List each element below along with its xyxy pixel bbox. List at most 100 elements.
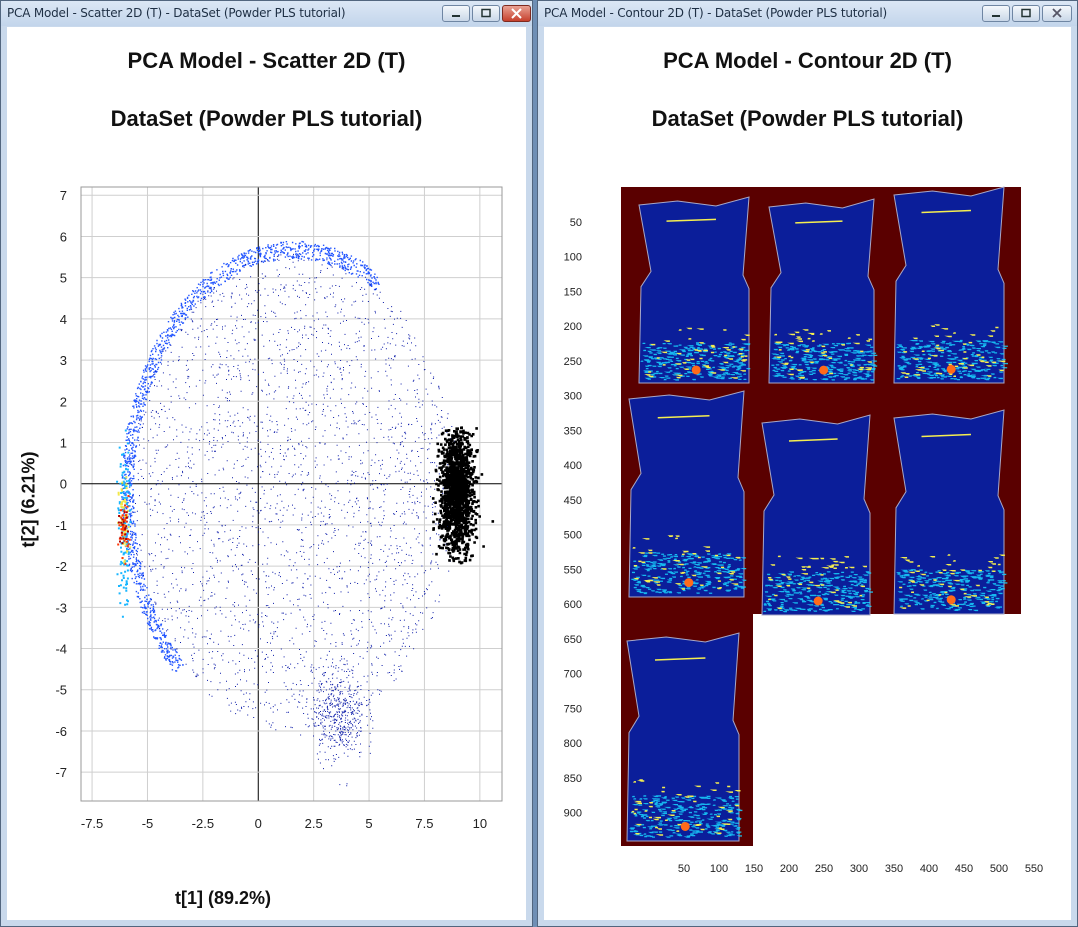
density-hotspot-2 [117,495,131,565]
y-tick-label: -5 [55,683,67,698]
scatter-x-axis-label: t[1] (89.2%) [175,888,272,908]
y-tick-label: 1 [60,435,67,450]
x-tick-label: 150 [745,863,763,875]
contour-titlebar[interactable]: PCA Model - Contour 2D (T) - DataSet (Po… [538,1,1077,26]
close-button[interactable] [502,5,531,22]
maximize-button[interactable] [472,5,500,22]
close-icon [1052,8,1062,18]
selected-cluster-points[interactable] [431,426,495,565]
y-tick-label: 300 [564,391,582,403]
x-tick-label: 350 [885,863,903,875]
x-tick-label: 200 [780,863,798,875]
density-hotspot-3 [117,511,129,545]
scatter-plot-frame [80,186,503,802]
contour-window-title: PCA Model - Contour 2D (T) - DataSet (Po… [544,6,888,20]
scatter-window-title: PCA Model - Scatter 2D (T) - DataSet (Po… [7,6,346,20]
contour-panel[interactable] [638,196,751,384]
x-tick-label: 5 [365,816,372,831]
texture-band [896,569,1008,612]
y-tick-label: 0 [60,477,67,492]
hotspot-marker [819,365,829,375]
powder-object-outline [628,390,745,598]
surface-streak [921,433,972,438]
contour-panel[interactable] [761,414,873,616]
y-tick-label: 4 [60,312,67,327]
x-tick-label: 7.5 [415,816,433,831]
minimize-button[interactable] [982,5,1010,22]
scatter-grid [81,187,502,801]
powder-object-outline [761,414,871,616]
hotspot-marker [946,364,956,374]
contour-panel[interactable] [626,632,743,842]
surface-streak [666,218,717,222]
hotspot-marker [680,821,690,831]
y-tick-label: 700 [564,669,582,681]
texture-band [896,339,1008,381]
maximize-icon [481,8,491,18]
y-tick-label: 200 [564,321,582,333]
y-tick-label: 2 [60,394,67,409]
x-tick-label: 500 [990,863,1008,875]
scatter-plot-area: PCA Model - Scatter 2D (T) DataSet (Powd… [7,27,526,920]
y-tick-label: 650 [564,634,582,646]
y-tick-label: 350 [564,425,582,437]
powder-object-outline [893,409,1005,615]
hotspot-marker [813,596,823,606]
y-tick-label: 5 [60,271,67,286]
contour-panel[interactable] [628,390,747,598]
minimize-icon [452,15,460,17]
y-tick-label: 500 [564,530,582,542]
surface-streak [654,657,706,661]
y-tick-label: 550 [564,564,582,576]
scatter-titlebar[interactable]: PCA Model - Scatter 2D (T) - DataSet (Po… [1,1,532,26]
y-tick-label: -6 [55,724,67,739]
surface-streak [921,209,972,214]
x-tick-label: 450 [955,863,973,875]
x-tick-label: -5 [142,816,154,831]
x-tick-label: -7.5 [81,816,103,831]
y-tick-label: 100 [564,252,582,264]
maximize-icon [1021,8,1031,18]
contour-panel[interactable] [768,198,878,384]
texture-band [640,342,751,381]
scatter-chart[interactable]: -7.5 -5 -2.5 0 2.5 5 7.5 1076543210-1-2-3-4-5-6… [7,27,526,920]
x-tick-label: 550 [1025,863,1043,875]
x-tick-label: 10 [473,816,487,831]
highlight-streaks [899,554,1005,609]
powder-object-outline [893,186,1005,384]
texture-band [629,795,743,838]
y-tick-label: 800 [564,738,582,750]
density-hotspot-0 [116,429,132,618]
y-tick-label: 850 [564,773,582,785]
texture-band [631,552,747,595]
scatter-y-axis-label: t[2] (6.21%) [18,451,39,548]
y-tick-label: 7 [60,188,67,203]
hotspot-marker [684,578,694,588]
x-tick-label: -2.5 [192,816,214,831]
surface-streak [795,220,843,224]
contour-chart[interactable]: 50 100 150 200 250 300 350 400 450 500 550 600 650 70… [544,27,1071,920]
contour-plot-title: PCA Model - Contour 2D (T) [663,48,952,73]
x-tick-label: 400 [920,863,938,875]
close-button[interactable] [1042,5,1072,22]
y-tick-label: -7 [55,765,67,780]
y-tick-label: 900 [564,808,582,820]
hotspot-marker [946,595,956,605]
scatter-points [116,240,495,787]
contour-window[interactable]: PCA Model - Contour 2D (T) - DataSet (Po… [537,0,1078,927]
surface-streak [788,438,838,442]
contour-panel[interactable] [893,409,1008,615]
y-tick-label: 250 [564,356,582,368]
maximize-button[interactable] [1012,5,1040,22]
scatter-window[interactable]: PCA Model - Scatter 2D (T) - DataSet (Po… [0,0,533,927]
close-icon [511,8,522,19]
y-tick-label: 50 [570,217,582,229]
scatter-plot-title: PCA Model - Scatter 2D (T) [127,48,406,73]
minimize-button[interactable] [442,5,470,22]
contour-panel[interactable] [893,186,1008,384]
x-tick-label: 100 [710,863,728,875]
minimize-icon [992,15,1000,17]
x-tick-label: 0 [255,816,262,831]
x-tick-label: 2.5 [305,816,323,831]
x-tick-label: 250 [815,863,833,875]
